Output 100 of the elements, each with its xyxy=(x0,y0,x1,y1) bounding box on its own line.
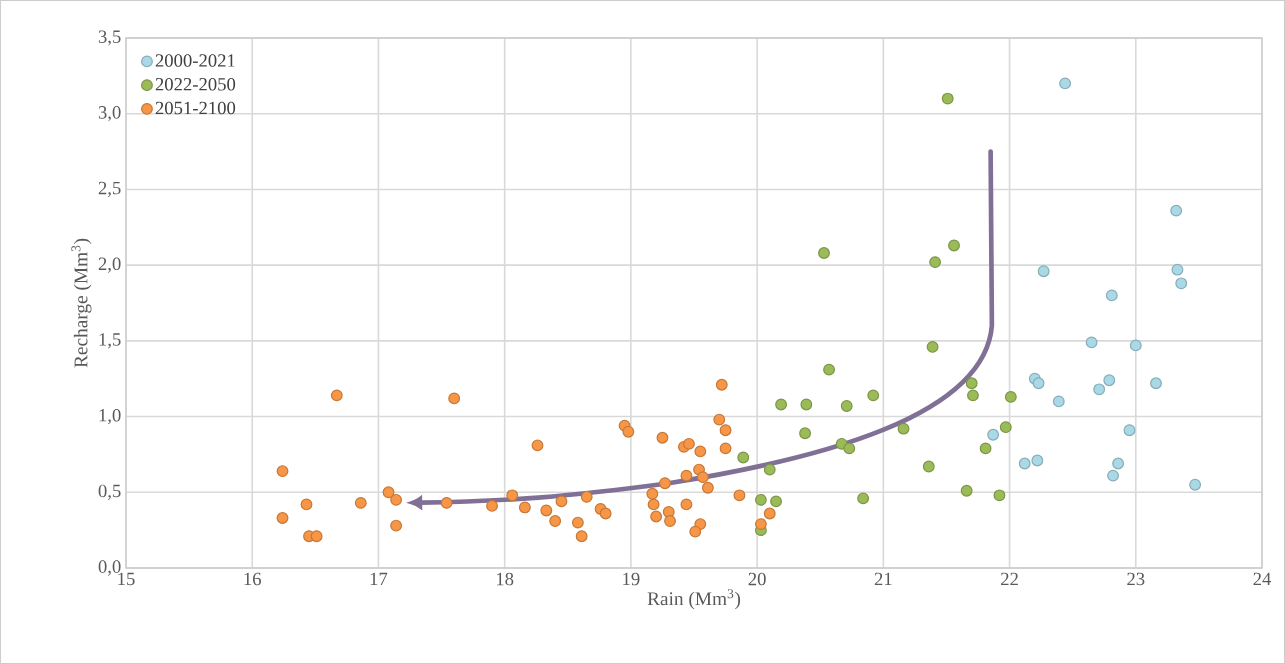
point xyxy=(967,389,979,402)
point xyxy=(1123,424,1136,437)
point xyxy=(650,510,663,523)
point xyxy=(1170,204,1183,217)
legend-label: 2000-2021 xyxy=(155,54,235,67)
point xyxy=(580,490,593,503)
legend-label: 2022-2050 xyxy=(155,77,236,91)
point xyxy=(647,498,660,511)
point xyxy=(719,424,732,437)
x-tick-label: 24 xyxy=(1253,572,1272,586)
point xyxy=(646,487,659,500)
point xyxy=(575,530,588,543)
point xyxy=(1103,374,1116,387)
point xyxy=(276,512,289,524)
point xyxy=(987,428,1000,441)
point xyxy=(330,389,343,402)
point xyxy=(754,493,767,506)
y-tick-label: 0,5 xyxy=(98,484,121,500)
point xyxy=(310,530,323,543)
point xyxy=(1175,277,1188,290)
point xyxy=(390,519,403,532)
point xyxy=(1107,469,1119,482)
point xyxy=(1105,289,1118,302)
point xyxy=(713,413,726,426)
point xyxy=(680,469,693,482)
point xyxy=(1171,263,1184,276)
point xyxy=(276,465,289,478)
point xyxy=(823,363,835,376)
point xyxy=(382,486,395,499)
point xyxy=(1031,454,1044,467)
point xyxy=(960,484,973,497)
point xyxy=(818,247,830,259)
x-axis-title: Rain (Mm$^{3}$) xyxy=(647,589,741,610)
x-tick-label: 19 xyxy=(623,572,640,586)
y-tick-label: 1,0 xyxy=(99,408,121,425)
point xyxy=(1189,478,1202,491)
point xyxy=(622,425,635,438)
point xyxy=(390,493,403,506)
point xyxy=(737,451,750,464)
y-axis-title: Recharge (Mm$^{3}$) xyxy=(71,238,92,368)
point xyxy=(1018,457,1031,470)
point xyxy=(531,439,544,452)
point xyxy=(540,504,553,517)
point xyxy=(941,92,954,105)
point xyxy=(300,498,313,511)
point xyxy=(506,489,519,502)
point xyxy=(701,481,714,494)
point xyxy=(1112,457,1125,470)
point xyxy=(659,477,671,490)
y-tick-label: 2,5 xyxy=(98,181,121,198)
x-tick-label: 23 xyxy=(1127,572,1145,586)
point xyxy=(926,340,939,353)
point xyxy=(857,492,870,505)
x-tick-label: 17 xyxy=(370,572,388,586)
point xyxy=(922,460,935,473)
x-tick-label: 21 xyxy=(874,572,892,586)
point xyxy=(555,495,568,508)
point xyxy=(518,501,531,514)
point xyxy=(689,525,702,538)
point xyxy=(1052,395,1065,408)
point xyxy=(775,398,788,411)
point xyxy=(1032,377,1045,390)
x-tick-label: 18 xyxy=(496,572,514,586)
point xyxy=(800,398,813,411)
point xyxy=(979,442,992,455)
point xyxy=(840,400,853,412)
point xyxy=(843,442,856,455)
point xyxy=(1085,336,1098,349)
point xyxy=(770,495,782,508)
point xyxy=(867,389,880,402)
point xyxy=(696,471,709,484)
point xyxy=(763,507,776,520)
point xyxy=(683,437,695,450)
point xyxy=(486,499,498,512)
point xyxy=(897,422,910,435)
point xyxy=(929,256,942,269)
y-tick-label: 3,5 xyxy=(98,30,121,46)
point xyxy=(656,431,669,444)
point xyxy=(1037,265,1050,278)
point xyxy=(354,496,367,509)
x-tick-label: 20 xyxy=(748,572,766,586)
point xyxy=(571,516,584,529)
point xyxy=(694,445,707,458)
y-tick-label: 1,5 xyxy=(99,333,121,349)
y-tick-label: 3,0 xyxy=(98,106,121,122)
point xyxy=(448,392,461,405)
point xyxy=(999,421,1012,434)
point xyxy=(754,518,767,531)
y-tick-label: 2,0 xyxy=(98,257,121,273)
point xyxy=(1129,339,1142,352)
point xyxy=(733,489,746,502)
point xyxy=(440,496,453,509)
point xyxy=(1150,377,1162,390)
point xyxy=(599,507,612,520)
x-tick-label: 16 xyxy=(244,572,262,586)
point xyxy=(965,377,978,390)
legend-label: 2051-2100 xyxy=(155,101,236,115)
point xyxy=(948,239,960,252)
point xyxy=(1093,383,1106,396)
point xyxy=(763,463,776,476)
